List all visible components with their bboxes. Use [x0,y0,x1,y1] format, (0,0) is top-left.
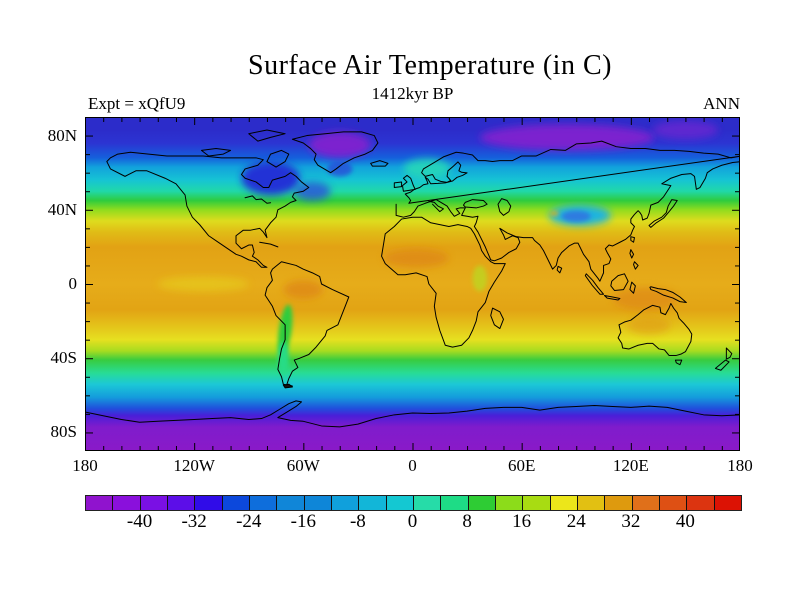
colorbar-segment [386,496,414,510]
colorbar-segment [632,496,660,510]
colorbar-segment [140,496,168,510]
experiment-label: Expt = xQfU9 [88,94,186,113]
colorbar-tick-label: -16 [290,511,316,532]
lat-tick-label: 0 [68,274,78,293]
colorbar-tick-label: 16 [512,511,532,532]
colorbar-tick-label: 24 [566,511,586,532]
colorbar-segment [495,496,524,510]
colorbar-tick-label: 8 [462,511,472,532]
colorbar-segment [413,496,442,510]
map-plot-area [85,117,740,451]
colorbar-segment [195,496,223,510]
colorbar-segment [714,496,741,510]
coastlines [85,130,740,427]
colorbar-tick-label: 0 [407,511,418,532]
lon-tick-label: 0 [408,456,417,475]
colorbar-segment [468,496,496,510]
colorbar-segment [86,496,114,510]
colorbar-segment [167,496,196,510]
colorbar-segment [331,496,360,510]
colorbar-tick-label: -40 [126,511,153,532]
temperature-anomaly-patches [157,120,719,375]
colorbar-segment [113,496,141,510]
colorbar-tick-label: 32 [621,511,641,532]
lat-tick-label: 80N [47,125,77,145]
colorbar-segment [550,496,578,510]
temperature-colorbar [85,495,742,511]
colorbar-segment [523,496,551,510]
colorbar-segment [659,496,688,510]
lon-tick-label: 180 [727,456,753,475]
colorbar-segment [277,496,305,510]
lon-tick-label: 60W [286,456,320,475]
colorbar-tick-label: -8 [349,511,366,532]
colorbar-segment [441,496,469,510]
colorbar-tick-label: -32 [181,511,207,532]
colorbar-segment [222,496,250,510]
colorbar-segment [687,496,715,510]
lon-tick-label: 180 [72,456,98,475]
chart-title: Surface Air Temperature (in C) [248,50,612,81]
lat-tick-label: 40S [50,348,77,368]
colorbar-segment [249,496,278,510]
colorbar-segment [605,496,633,510]
lat-tick-label: 40N [47,199,77,219]
colorbar-segment [359,496,387,510]
colorbar-tick-label: -24 [236,511,262,532]
season-label: ANN [703,94,740,113]
lat-tick-label: 80S [50,422,77,442]
chart-subtitle: 1412kyr BP [371,84,454,103]
lon-tick-label: 120E [612,456,649,475]
lon-tick-label: 60E [507,456,536,475]
colorbar-segment [577,496,606,510]
lon-tick-label: 120W [173,456,215,475]
world-temperature-map [85,117,740,451]
colorbar-tick-label: 40 [675,511,695,532]
colorbar-segment [304,496,332,510]
map-frame [85,117,740,451]
axis-ticks [86,118,739,450]
